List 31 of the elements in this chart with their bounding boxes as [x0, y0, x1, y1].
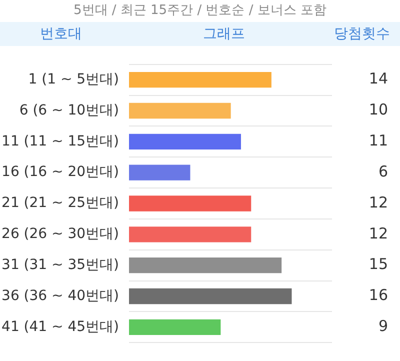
data-label: 15: [368, 255, 388, 274]
bar: [129, 288, 292, 304]
bar: [129, 257, 282, 274]
bar: [129, 319, 221, 335]
data-label: 16: [368, 286, 388, 304]
y-tick-label: 1 (1 ~ 5번대): [28, 71, 119, 88]
data-label: 9: [378, 317, 388, 336]
data-label: 6: [378, 162, 388, 180]
chart-title: 5번대 / 최근 15주간 / 번호순 / 보너스 포함: [72, 2, 328, 20]
y-tick-label: 41 (41 ~ 45번대): [2, 318, 119, 335]
y-axis-title: 번호대: [40, 25, 82, 43]
y-tick-label: 16 (16 ~ 20번대): [2, 164, 119, 180]
bar: [129, 102, 231, 119]
bar: [129, 164, 190, 180]
y-tick-label: 26 (26 ~ 30번대): [2, 226, 119, 242]
bar: [129, 226, 252, 242]
bar: [129, 196, 252, 212]
y-tick-label: 6 (6 ~ 10번대): [19, 102, 119, 118]
y-tick-label: 36 (36 ~ 40번대): [2, 288, 119, 304]
bar: [129, 134, 241, 150]
y-tick-label: 11 (11 ~ 15번대): [2, 133, 119, 150]
text: 당첨횟수: [334, 25, 390, 43]
data-label: 10: [368, 100, 388, 119]
bar: [129, 72, 272, 88]
data-label: 12: [368, 224, 388, 242]
data-label: 12: [368, 193, 388, 212]
y-tick-label: 21 (21 ~ 25번대): [2, 195, 119, 212]
y-tick-label: 31 (31 ~ 35번대): [2, 256, 119, 273]
data-label: 11: [368, 132, 388, 150]
data-label: 14: [368, 70, 388, 88]
x-axis-title: 그래프: [203, 25, 245, 43]
